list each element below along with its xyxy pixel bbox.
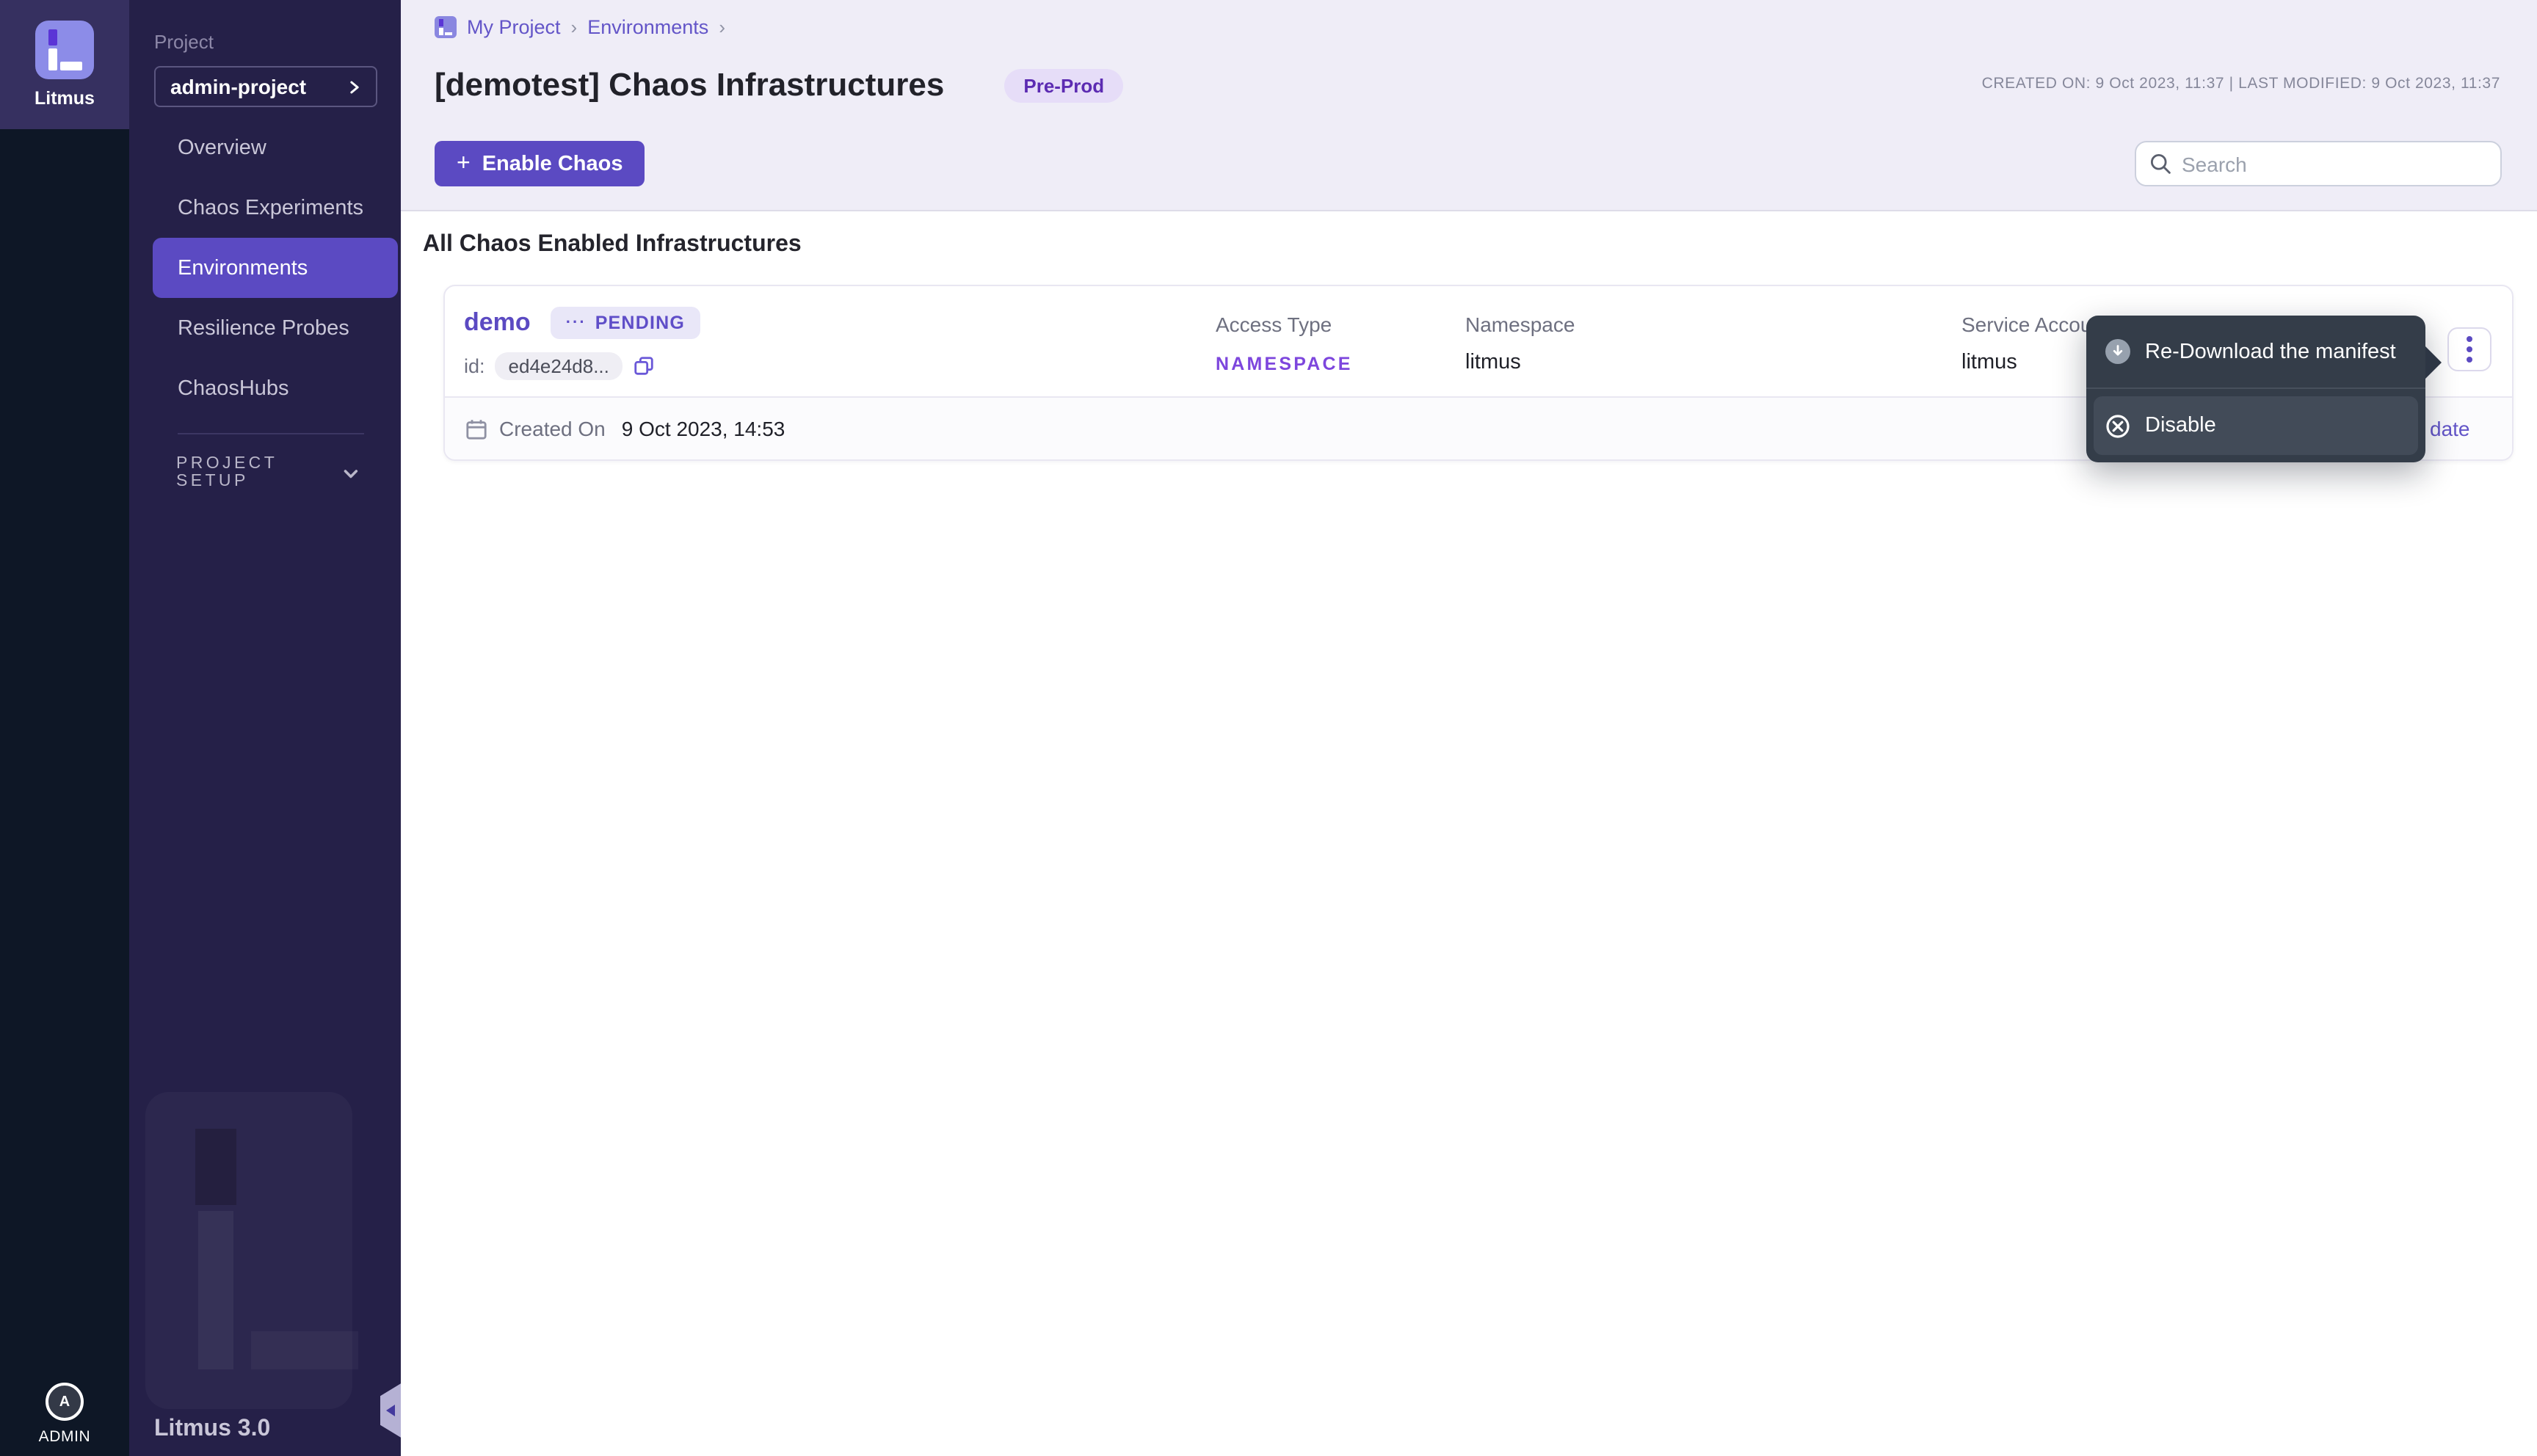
menu-item-redownload-manifest[interactable]: Re-Download the manifest (2086, 316, 2425, 387)
created-on-label: Created On (499, 417, 606, 440)
service-account-column: Service Account litmus (1961, 313, 2109, 374)
breadcrumb: My Project › Environments › (435, 15, 2502, 40)
infrastructure-card-main: demo ··· PENDING id: ed4e24d8... (445, 286, 2512, 396)
project-label: Project (154, 31, 214, 53)
copy-icon (634, 357, 653, 375)
sidebar-item-environments[interactable]: Environments (153, 238, 398, 298)
sidebar-item-chaos-experiments[interactable]: Chaos Experiments (178, 196, 364, 219)
chevron-right-icon (350, 80, 359, 93)
project-setup-toggle[interactable]: PROJECT SETUP (176, 455, 360, 490)
sidebar-divider (178, 433, 364, 434)
card-context-menu: Re-Download the manifest Disable (2086, 316, 2442, 462)
page-title: [demotest] Chaos Infrastructures (435, 66, 945, 103)
menu-divider (2086, 387, 2425, 389)
breadcrumb-my-project[interactable]: My Project (467, 16, 561, 38)
version-label: Litmus 3.0 (154, 1416, 271, 1441)
search-box (2135, 141, 2502, 186)
enable-chaos-button[interactable]: + Enable Chaos (435, 141, 645, 186)
breadcrumb-logo-icon (435, 16, 457, 38)
sidebar-item-resilience-probes[interactable]: Resilience Probes (178, 316, 349, 340)
infrastructure-name-link[interactable]: demo (464, 308, 531, 336)
calendar-icon (466, 419, 487, 439)
id-label: id: (464, 355, 485, 377)
litmus-watermark (145, 1092, 358, 1409)
environment-type-badge: Pre-Prod (1004, 68, 1124, 102)
avatar-label: ADMIN (38, 1428, 91, 1446)
created-on-value: 9 Oct 2023, 14:53 (621, 417, 785, 440)
disable-icon (2106, 414, 2130, 437)
toolbar: + Enable Chaos (435, 141, 2502, 186)
project-setup-label: PROJECT SETUP (176, 455, 277, 490)
status-badge: ··· PENDING (551, 307, 700, 339)
created-modified-meta: CREATED ON: 9 Oct 2023, 11:37 | LAST MOD… (1981, 75, 2500, 92)
account-button[interactable]: A ADMIN (0, 1383, 129, 1456)
menu-item-disable[interactable]: Disable (2094, 396, 2418, 455)
access-type-column: Access Type NAMESPACE (1216, 313, 1353, 374)
sidebar-item-overview[interactable]: Overview (178, 136, 266, 159)
main-area: My Project › Environments › [demotest] C… (401, 0, 2537, 1456)
litmus-logo-home[interactable]: Litmus (0, 0, 129, 129)
id-value-chip: ed4e24d8... (495, 352, 623, 380)
list-heading: All Chaos Enabled Infrastructures (423, 232, 802, 257)
project-selector[interactable]: admin-project (154, 66, 377, 107)
sidebar: Project admin-project Overview Chaos Exp… (129, 0, 402, 1456)
id-row: id: ed4e24d8... (464, 352, 655, 380)
name-row: demo ··· PENDING (464, 307, 700, 339)
page-header: My Project › Environments › [demotest] C… (401, 0, 2537, 211)
project-selector-value: admin-project (170, 75, 307, 98)
breadcrumb-separator-icon: › (570, 16, 578, 38)
sidebar-item-chaoshubs[interactable]: ChaosHubs (178, 376, 289, 400)
search-input[interactable] (2182, 152, 2487, 175)
collapse-arrow-icon (385, 1405, 394, 1416)
breadcrumb-separator-icon: › (719, 16, 725, 38)
chevron-down-icon (344, 469, 358, 478)
download-icon (2105, 339, 2130, 364)
search-icon (2150, 153, 2171, 174)
sidebar-collapse-handle[interactable] (380, 1383, 402, 1438)
status-dots-icon: ··· (565, 314, 587, 332)
namespace-column: Namespace litmus (1465, 313, 1575, 374)
logo-label: Litmus (35, 88, 95, 109)
left-rail: Litmus A ADMIN (0, 0, 129, 1456)
avatar[interactable]: A (46, 1383, 84, 1421)
breadcrumb-environments[interactable]: Environments (587, 16, 709, 38)
plus-icon: + (457, 150, 471, 175)
copy-id-button[interactable] (633, 355, 655, 377)
title-row: [demotest] Chaos Infrastructures Pre-Pro… (435, 65, 2502, 106)
litmus-logo-icon (35, 21, 94, 79)
partially-hidden-update-link[interactable]: date (2430, 417, 2470, 440)
sidebar-nav: Overview Chaos Experiments Environments … (129, 117, 401, 418)
card-kebab-menu-button[interactable] (2447, 327, 2491, 371)
